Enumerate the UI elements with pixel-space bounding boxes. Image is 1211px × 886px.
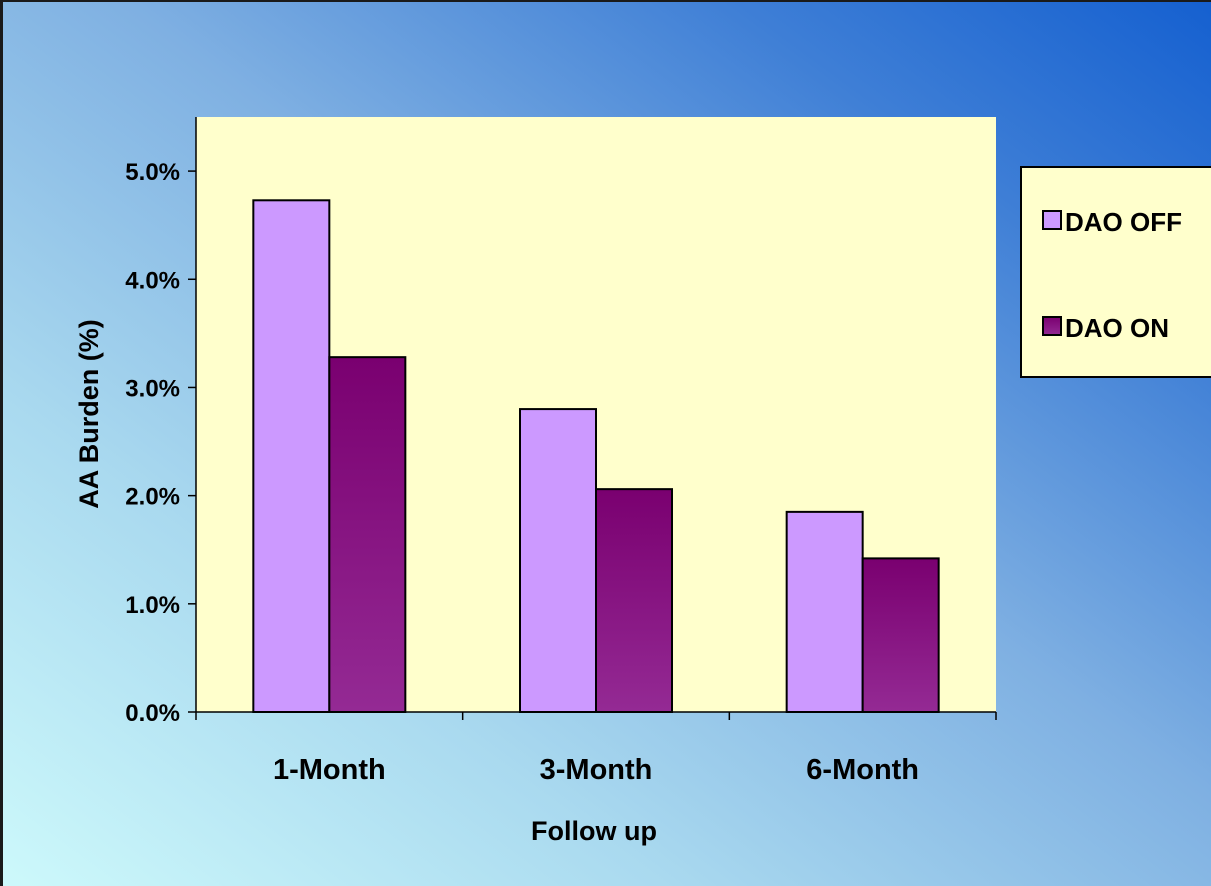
y-tick-label: 4.0% xyxy=(125,267,180,294)
bar-dao-on-6-month xyxy=(861,557,940,714)
legend-label: DAO ON xyxy=(1065,313,1169,343)
labels-group: 1-Month 3-Month 6-Month 0.0% 1.0% 2.0% 3.0% 4.0… xyxy=(74,159,919,846)
legend-label: DAO OFF xyxy=(1065,207,1182,237)
legend-swatch-dao-on xyxy=(1042,316,1062,336)
legend: DAO OFF DAO ON xyxy=(1020,166,1211,378)
legend-swatch-dao-off xyxy=(1042,210,1062,230)
bar-dao-off-1-month xyxy=(252,199,331,714)
x-tick-label: 6-Month xyxy=(806,754,919,786)
y-tick-label: 5.0% xyxy=(125,159,180,186)
bar-chart: 1-Month 3-Month 6-Month 0.0% 1.0% 2.0% 3.0% 4.0… xyxy=(74,117,1211,846)
x-tick-label: 3-Month xyxy=(540,754,653,786)
bar-dao-on-1-month xyxy=(328,356,407,713)
legend-box xyxy=(1020,166,1211,378)
axes-group xyxy=(188,117,997,720)
bar-dao-off-3-month xyxy=(519,408,597,713)
y-tick-label: 0.0% xyxy=(125,700,180,727)
y-axis-title: AA Burden (%) xyxy=(74,319,104,509)
y-tick-label: 1.0% xyxy=(125,592,180,619)
x-axis-title: Follow up xyxy=(531,816,657,846)
bars-group xyxy=(252,199,940,714)
bar-dao-off-6-month xyxy=(785,510,864,714)
y-tick-label: 2.0% xyxy=(125,484,180,511)
x-tick-label: 1-Month xyxy=(273,754,386,786)
bar-dao-on-3-month xyxy=(595,488,673,713)
y-tick-label: 3.0% xyxy=(125,375,180,402)
